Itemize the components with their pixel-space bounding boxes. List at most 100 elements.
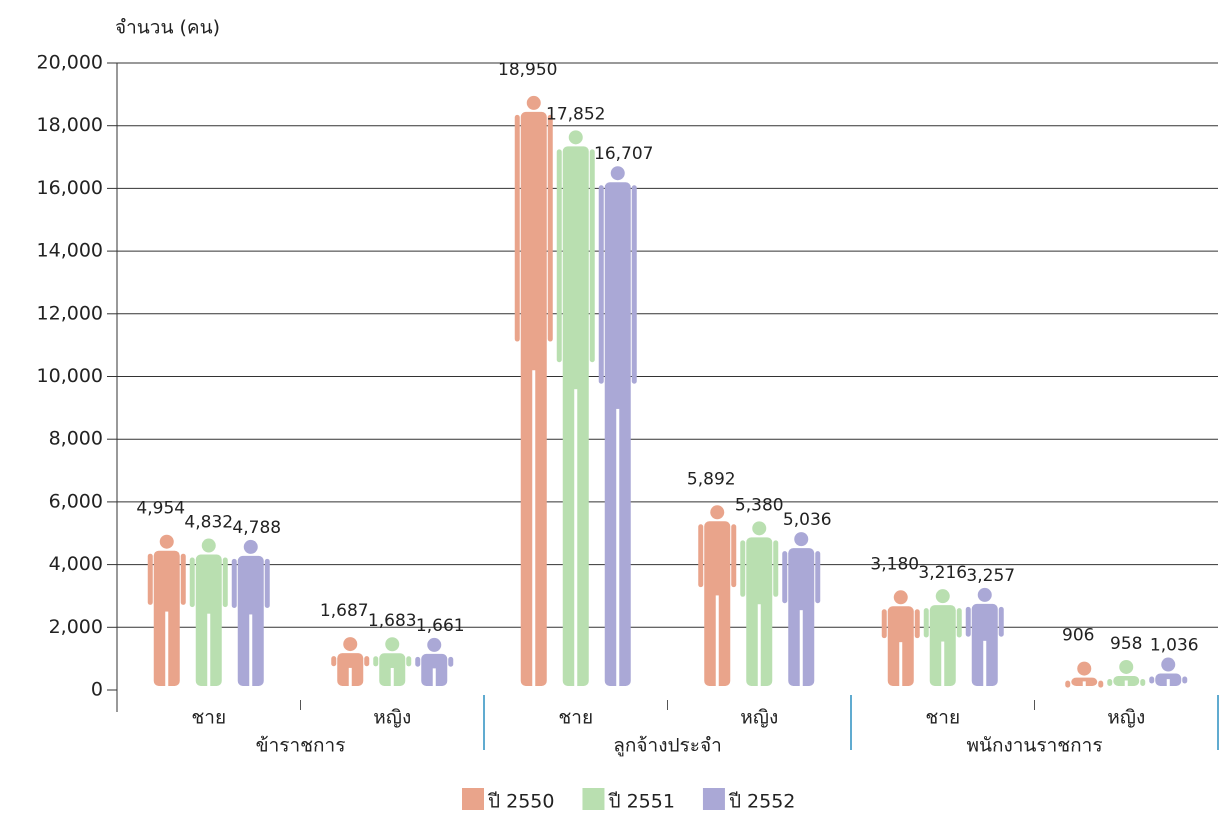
person-bar [698, 505, 737, 686]
y-tick-label: 8,000 [49, 428, 103, 450]
person-bar [965, 587, 1004, 686]
arm [180, 553, 186, 605]
head [794, 532, 809, 547]
arm [231, 558, 237, 608]
person-bar [331, 637, 370, 686]
head [1161, 657, 1176, 672]
head [159, 534, 174, 549]
group-label: ข้าราชการ [256, 735, 346, 757]
legend-label: ปี 2551 [608, 791, 675, 813]
arm [547, 114, 553, 342]
head [977, 587, 992, 602]
value-label: 4,788 [232, 518, 281, 538]
head [526, 95, 541, 110]
arm [698, 524, 704, 588]
y-tick-label: 14,000 [37, 240, 103, 262]
leg-gap [1124, 680, 1128, 686]
arm [189, 557, 195, 608]
arm [914, 609, 920, 639]
arm [589, 149, 595, 363]
value-label: 3,216 [918, 563, 967, 583]
leg-gap [348, 667, 352, 686]
value-label: 5,892 [687, 469, 736, 489]
head [610, 166, 625, 181]
arm [881, 609, 887, 639]
arm [556, 149, 562, 363]
arm [1098, 680, 1104, 688]
value-label: 5,036 [783, 510, 832, 530]
person-bar [514, 95, 553, 687]
leg-gap [390, 667, 394, 686]
y-tick-label: 0 [91, 679, 103, 701]
x-tick-label: หญิง [1107, 707, 1145, 729]
arm [1107, 678, 1113, 686]
group-label: ลูกจ้างประจำ [613, 735, 722, 757]
leg-gap [432, 668, 436, 686]
arm [923, 608, 929, 638]
arm [415, 656, 421, 667]
head [343, 637, 358, 652]
arm [956, 608, 962, 638]
x-tick-label: หญิง [740, 707, 778, 729]
arm [1065, 680, 1071, 688]
person-bar [598, 166, 637, 687]
leg-gap [249, 614, 253, 686]
x-tick-label: ชาย [191, 707, 226, 729]
value-label: 1,036 [1150, 636, 1199, 656]
y-tick-label: 4,000 [49, 553, 103, 575]
value-label: 3,180 [870, 554, 919, 574]
arm [373, 656, 379, 667]
head [427, 637, 442, 652]
arm [631, 185, 637, 384]
arm [264, 558, 270, 608]
arm [222, 557, 228, 608]
arm [773, 540, 779, 597]
y-tick-label: 2,000 [49, 616, 103, 638]
person-bar [740, 521, 779, 686]
leg-gap [899, 642, 903, 686]
arm [965, 606, 971, 637]
person-bar [189, 538, 228, 686]
y-axis-label: จำนวน (คน) [115, 17, 220, 39]
person-bar [923, 589, 962, 686]
person-bar [1149, 657, 1188, 686]
arm [406, 656, 412, 667]
value-label: 1,683 [368, 611, 417, 631]
value-label: 958 [1110, 634, 1142, 654]
leg-gap [574, 389, 578, 686]
head [893, 590, 908, 605]
value-label: 17,852 [546, 104, 605, 124]
value-label: 3,257 [966, 566, 1015, 586]
y-tick-label: 20,000 [37, 52, 103, 74]
head [1077, 661, 1092, 676]
arm [1182, 676, 1188, 684]
leg-gap [1166, 679, 1170, 686]
group-label: พนักงานราชการ [966, 735, 1102, 757]
head [710, 505, 725, 520]
head [935, 589, 950, 604]
value-label: 18,950 [498, 60, 557, 80]
leg-gap [983, 640, 987, 686]
leg-gap [799, 610, 803, 686]
head [243, 539, 258, 554]
y-tick-label: 18,000 [37, 114, 103, 136]
arm [331, 656, 337, 667]
legend-swatch [582, 788, 605, 810]
person-bar [556, 130, 595, 687]
head [201, 538, 216, 553]
value-label: 4,954 [136, 499, 185, 519]
person-bar [1065, 661, 1104, 688]
y-tick-label: 16,000 [37, 177, 103, 199]
person-bar [782, 532, 821, 686]
arm [598, 185, 604, 384]
leg-gap [757, 604, 761, 686]
value-label: 1,687 [320, 601, 369, 621]
leg-gap [616, 408, 620, 686]
legend-label: ปี 2552 [728, 791, 795, 813]
value-label: 4,832 [184, 513, 233, 533]
legend-swatch [462, 788, 484, 810]
x-tick-label: ชาย [925, 707, 960, 729]
arm [815, 551, 821, 604]
arm [448, 656, 454, 667]
